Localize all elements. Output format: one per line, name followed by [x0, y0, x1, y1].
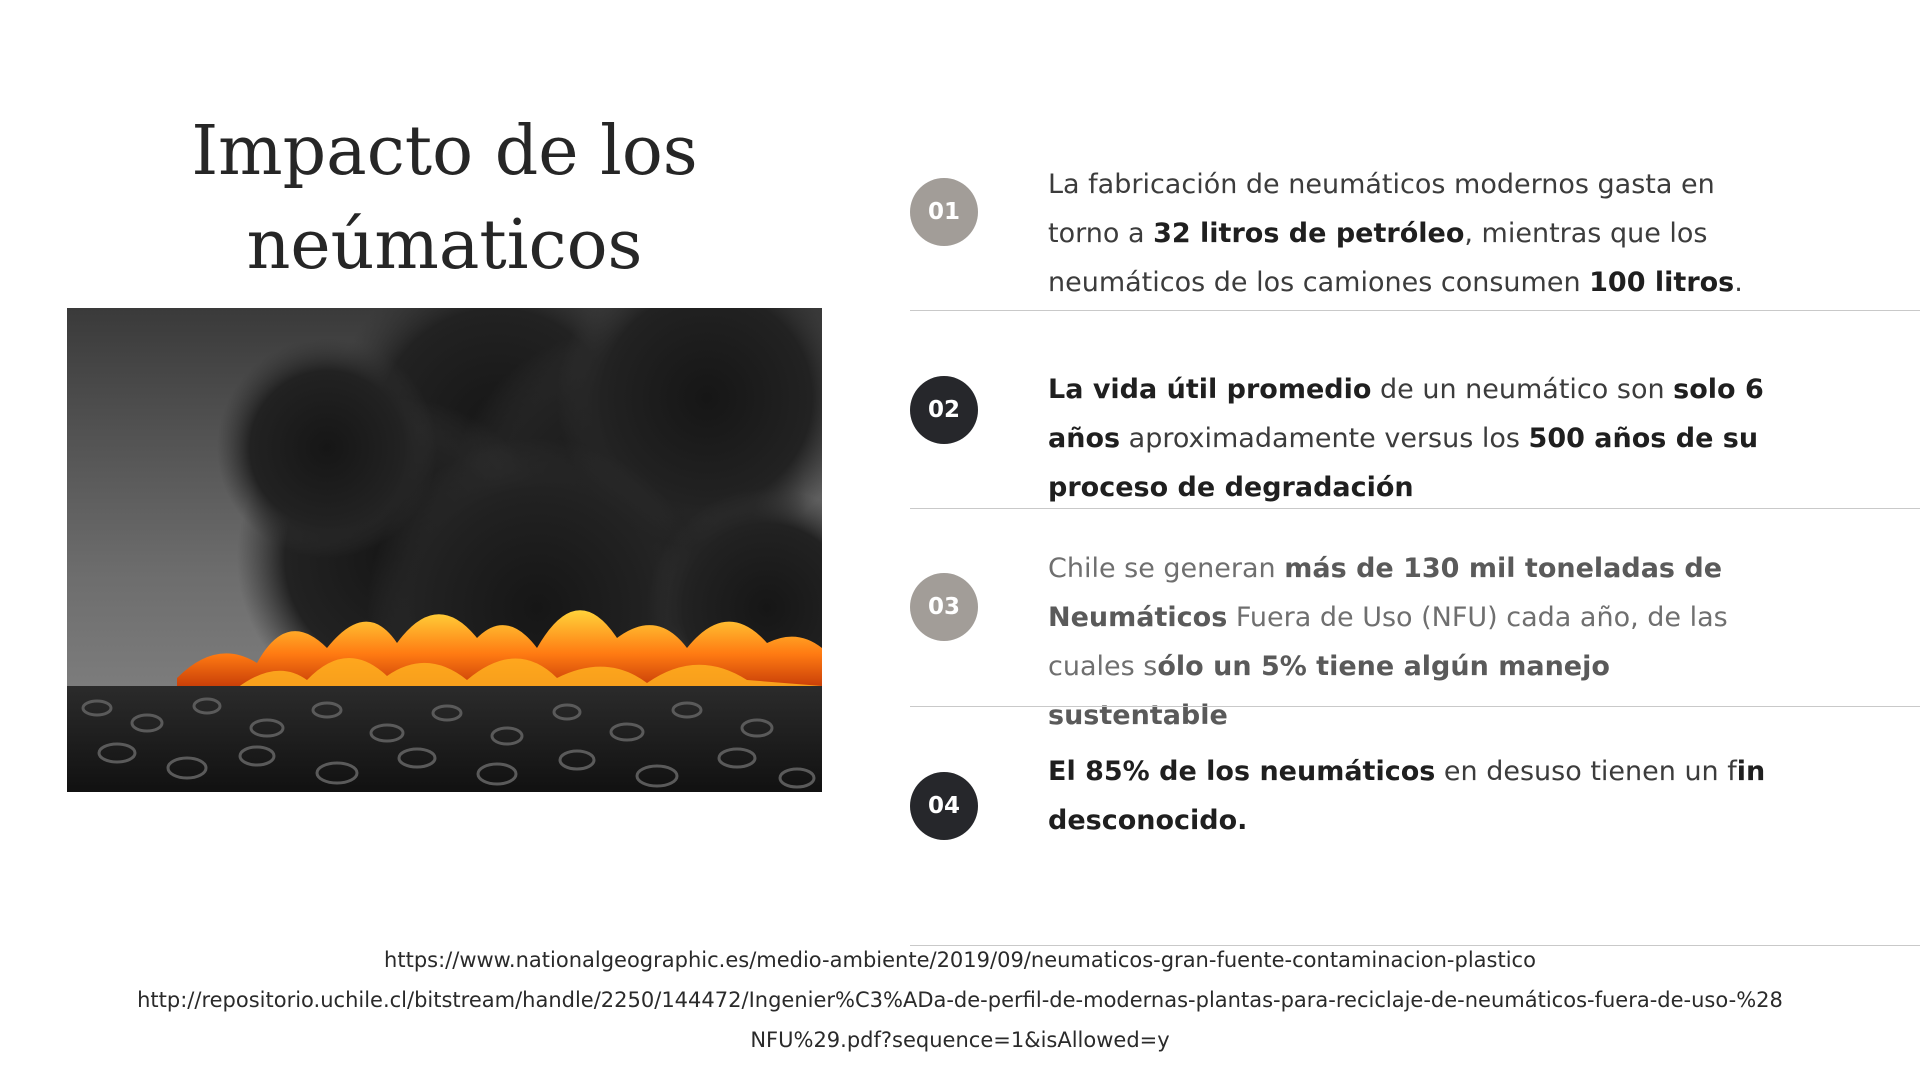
- fact-01-segment-3: , mientras que los neumáticos de los cam…: [1048, 218, 1708, 298]
- number-badge-03: 03: [910, 573, 978, 641]
- title-line-1: Impacto de los: [191, 112, 698, 191]
- fact-02-segment-4: 500 años de su proceso de degradación: [1048, 423, 1759, 503]
- fact-01-segment-1: gasta en torno a: [1048, 169, 1715, 249]
- fact-text-01: La fabricación de neumáticos modernos ga…: [1048, 160, 1788, 307]
- fact-04-segment-2: in desconocido.: [1048, 756, 1766, 836]
- slide-title: Impacto de los neúmaticos: [67, 105, 822, 293]
- fact-item-04: 04 El 85% de los neumáticos en desuso ti…: [910, 755, 1920, 905]
- fact-01-segment-2: 32 litros de petróleo: [1153, 218, 1465, 249]
- fact-03-segment-3: ólo un 5% tiene algún manejo sustentable: [1048, 651, 1610, 731]
- fact-text-02: La vida útil promedio de un neumático so…: [1048, 365, 1788, 512]
- title-line-2: neúmaticos: [246, 206, 643, 285]
- fact-02-segment-0: La vida útil promedio: [1048, 374, 1372, 405]
- fact-text-03: Chile se generan más de 130 mil tonelada…: [1048, 544, 1788, 740]
- reference-link-2[interactable]: http://repositorio.uchile.cl/bitstream/h…: [137, 988, 1783, 1012]
- fact-04-segment-0: El 85% de los neumáticos: [1048, 756, 1436, 787]
- reference-link-2-continued[interactable]: NFU%29.pdf?sequence=1&isAllowed=y: [750, 1028, 1170, 1052]
- fact-01-segment-4: 100 litros: [1589, 267, 1735, 298]
- burning-tires-photo: [67, 308, 822, 792]
- fact-03-segment-2: Fuera de Uso (NFU) cada año, de las cual…: [1048, 602, 1728, 682]
- tire-texture: [81, 697, 816, 789]
- divider-3: [910, 706, 1920, 707]
- number-badge-01: 01: [910, 178, 978, 246]
- references: https://www.nationalgeographic.es/medio-…: [40, 940, 1880, 1060]
- fact-01-segment-0: La fabricación de neumáticos modernos: [1048, 169, 1598, 200]
- divider-1: [910, 310, 1920, 311]
- fact-03-segment-0: Chile se generan: [1048, 553, 1285, 584]
- fact-03-segment-1: más de 130 mil toneladas de Neumáticos: [1048, 553, 1723, 633]
- fact-04-segment-1: en desuso tienen un f: [1435, 756, 1737, 787]
- fact-item-01: 01 La fabricación de neumáticos modernos…: [910, 160, 1920, 310]
- divider-2: [910, 508, 1920, 509]
- fact-text-04: El 85% de los neumáticos en desuso tiene…: [1048, 747, 1788, 845]
- fact-02-segment-2: solo 6 años: [1048, 374, 1764, 454]
- fact-02-segment-1: de un neumático son: [1371, 374, 1674, 405]
- fact-item-02: 02 La vida útil promedio de un neumático…: [910, 358, 1920, 508]
- burning-tires-illustration: [67, 308, 822, 792]
- fact-01-segment-5: .: [1734, 267, 1743, 298]
- number-badge-04: 04: [910, 772, 978, 840]
- reference-link-1[interactable]: https://www.nationalgeographic.es/medio-…: [384, 948, 1536, 972]
- fact-item-03: 03 Chile se generan más de 130 mil tonel…: [910, 553, 1920, 731]
- number-badge-02: 02: [910, 376, 978, 444]
- divider-4: [910, 945, 1920, 946]
- fact-02-segment-3: aproximadamente versus los: [1120, 423, 1529, 454]
